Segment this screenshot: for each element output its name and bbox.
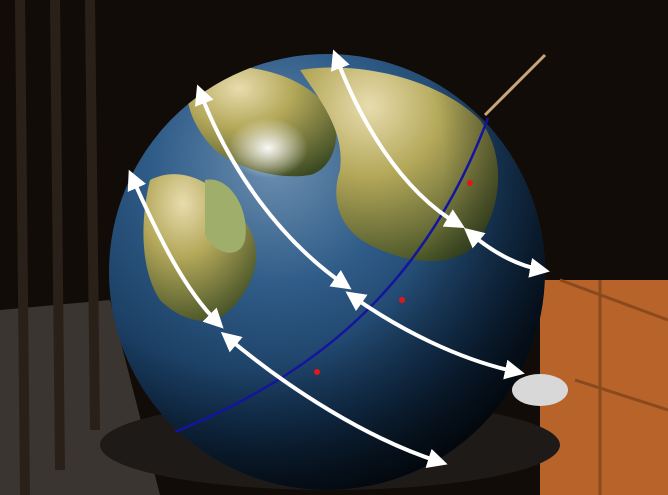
railing — [15, 0, 100, 495]
axis-rod — [483, 53, 547, 117]
arrows — [127, 49, 550, 468]
floor-tiles — [559, 278, 668, 495]
stand-knob — [512, 374, 568, 406]
